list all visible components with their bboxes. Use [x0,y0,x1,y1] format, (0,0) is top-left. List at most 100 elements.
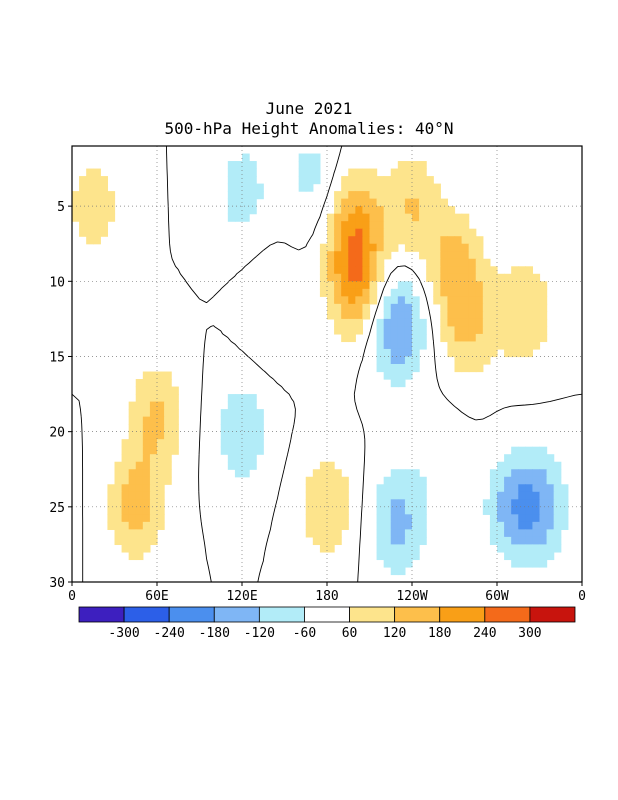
anomaly-cell [157,514,165,523]
anomaly-cell [383,521,392,530]
anomaly-cell [249,206,257,215]
anomaly-cell [341,251,349,260]
anomaly-cell [93,168,101,177]
anomaly-cell [511,288,519,297]
anomaly-cell [468,296,477,305]
anomaly-cell [412,364,420,373]
anomaly-cell [497,536,505,546]
anomaly-cell [383,183,392,192]
anomaly-cell [362,168,371,177]
anomaly-cell [412,356,420,365]
anomaly-cell [157,476,165,485]
anomaly-cell [142,401,151,410]
anomaly-cell [107,206,116,215]
anomaly-cell [249,183,257,192]
colorbar-swatch [304,606,350,623]
anomaly-cell [553,529,562,538]
anomaly-cell [454,356,463,365]
anomaly-cell [426,266,434,275]
anomaly-cell [461,341,470,350]
anomaly-cell [376,529,385,538]
anomaly-cell [312,469,321,478]
anomaly-cell [348,236,356,245]
anomaly-cell [341,258,349,267]
anomaly-cell [397,183,406,192]
anomaly-cell [532,341,541,350]
anomaly-cell [553,491,562,500]
anomaly-cell [312,491,321,500]
anomaly-cell [171,446,179,455]
anomaly-cell [560,491,569,500]
anomaly-cell [327,514,335,523]
anomaly-cell [511,514,519,523]
anomaly-cell [518,318,526,328]
anomaly-cell [341,303,349,312]
anomaly-cell [383,499,392,508]
anomaly-cell [511,326,519,335]
anomaly-cell [397,491,406,500]
anomaly-cell [447,236,456,245]
anomaly-cell [546,514,555,523]
anomaly-cell [334,266,342,275]
anomaly-cell [497,544,505,553]
anomaly-cell [482,258,491,267]
anomaly-cell [397,288,406,297]
anomaly-cell [511,296,519,305]
anomaly-cell [149,409,158,418]
anomaly-cell [433,258,441,267]
anomaly-cell [532,461,541,470]
anomaly-cell [447,303,456,312]
anomaly-cell [383,559,392,568]
anomaly-cell [383,551,392,561]
anomaly-cell [121,506,130,515]
anomaly-cell [404,341,413,350]
anomaly-cell [362,258,371,267]
anomaly-cell [468,364,477,373]
anomaly-cell [412,536,420,546]
x-tick-label: 120E [226,589,257,604]
anomaly-cell [369,228,378,237]
anomaly-cell [376,356,385,365]
anomaly-cell [135,424,144,433]
anomaly-cell [383,296,392,305]
anomaly-cell [404,364,413,373]
anomaly-cell [348,221,356,230]
anomaly-cell [461,258,470,267]
colorbar-label: -300 [108,626,139,641]
anomaly-cell [397,566,406,576]
anomaly-cell [404,288,413,297]
anomaly-cell [518,348,526,358]
anomaly-cell [468,251,477,260]
anomaly-cell [334,484,342,493]
anomaly-cell [390,311,399,320]
anomaly-cell [532,499,541,508]
anomaly-cell [171,431,179,440]
anomaly-cell [369,213,378,222]
anomaly-cell [164,416,172,425]
anomaly-cell [341,506,349,515]
anomaly-cell [546,536,555,546]
anomaly-cell [525,281,534,290]
anomaly-cell [242,424,250,433]
anomaly-cell [227,183,236,192]
anomaly-cell [341,236,349,245]
anomaly-cell [157,424,165,433]
anomaly-cell [539,529,548,538]
anomaly-cell [164,424,172,433]
anomaly-cell [412,348,420,358]
anomaly-cell [227,176,236,185]
anomaly-cell [383,198,392,207]
anomaly-cell [369,266,378,275]
anomaly-cell [511,348,519,358]
anomaly-cell [164,439,172,448]
anomaly-cell [114,514,123,523]
anomaly-cell [482,506,491,515]
anomaly-cell [504,303,512,312]
anomaly-cell [546,469,555,478]
anomaly-cell [149,536,158,546]
anomaly-cell [532,491,541,500]
anomaly-cell [390,341,399,350]
anomaly-cell [525,303,534,312]
anomaly-cell [312,476,321,485]
anomaly-cell [397,529,406,538]
